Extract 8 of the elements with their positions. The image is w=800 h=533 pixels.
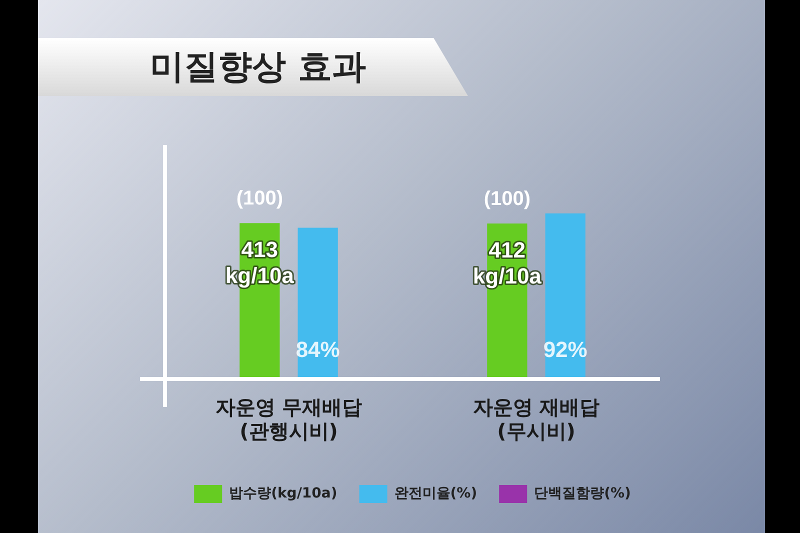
annotation: (100): [236, 188, 284, 210]
annotation: (100): [484, 188, 531, 210]
legend-label: 완전미율(%): [394, 486, 478, 502]
legend-label: 밥수량(kg/10a): [229, 486, 338, 502]
legend-label: 단백질함량(%): [534, 486, 631, 502]
chart-title: 미질향상 효과: [150, 46, 366, 89]
x-tick-label: 자운영 무재배답 (관행시비): [215, 395, 362, 444]
x-tick-label: 자운영 재배답 (무시비): [472, 395, 600, 444]
